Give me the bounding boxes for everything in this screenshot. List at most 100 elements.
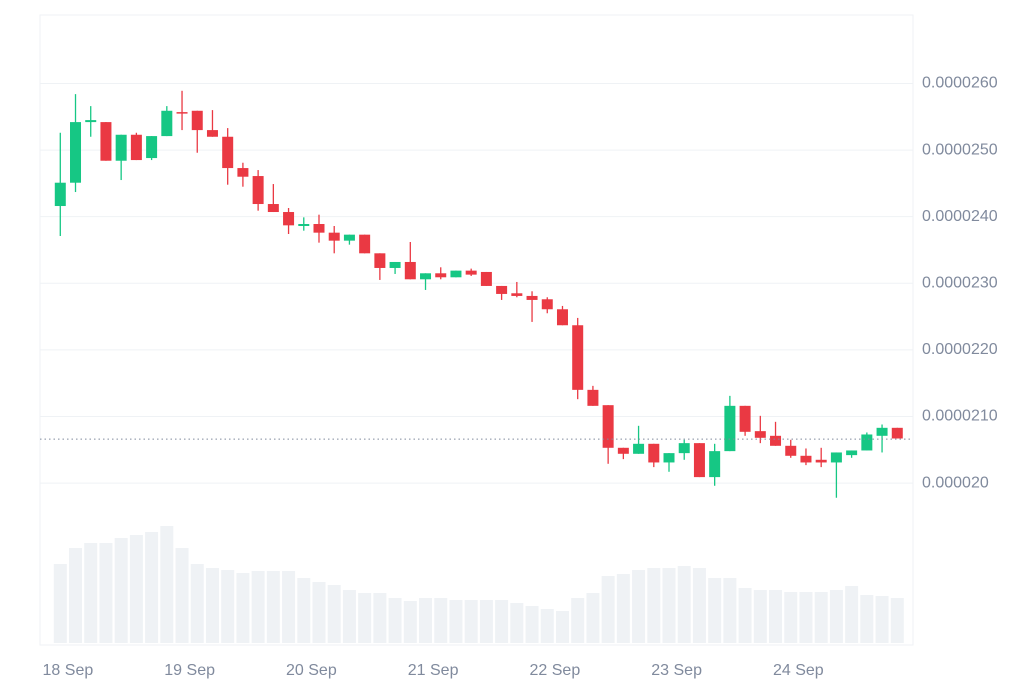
volume-bar (769, 590, 783, 643)
candle-body (496, 285, 508, 294)
candle-body (313, 224, 325, 233)
candle-body (556, 309, 568, 326)
plot-frame (39, 14, 914, 646)
candle-body (328, 232, 340, 241)
volume-bar (586, 593, 600, 643)
volume-bar (845, 586, 859, 643)
candle-body (891, 427, 903, 439)
y-tick-label: 0.0000230 (922, 275, 998, 292)
candle-body (465, 270, 477, 275)
candle-body (191, 110, 203, 131)
volume-bar (677, 566, 691, 643)
candle-body (861, 434, 873, 451)
candle-body (161, 110, 173, 137)
candle-body (450, 270, 462, 278)
volume-bar (708, 578, 722, 643)
candle-body (617, 447, 629, 454)
volume-bar (571, 598, 585, 643)
candle-body (785, 445, 797, 456)
volume-bar (114, 538, 128, 643)
volume-bar (738, 588, 752, 643)
volume-bar (282, 571, 296, 643)
candle-body (693, 443, 705, 478)
candle-body (252, 176, 264, 205)
volume-bar (327, 585, 341, 643)
candle-body (648, 443, 660, 463)
candle-body (420, 273, 432, 280)
volume-bar (647, 568, 661, 643)
candle-body (115, 134, 127, 161)
candle-body (846, 450, 858, 456)
candle-body (222, 136, 234, 169)
candle-body (770, 435, 782, 446)
volume-bar (632, 570, 646, 643)
y-tick-label: 0.0000250 (922, 141, 998, 158)
candle-body (572, 325, 584, 390)
x-tick-label: 23 Sep (651, 662, 702, 679)
x-tick-label: 18 Sep (43, 662, 94, 679)
y-tick-label: 0.000020 (922, 474, 989, 491)
volume-bar (99, 543, 113, 643)
volume-bar (784, 592, 798, 643)
candle-body (876, 427, 888, 436)
volume-bar (312, 582, 326, 643)
volume-bar (84, 543, 98, 643)
volume-bar (53, 564, 67, 643)
volume-bar (434, 598, 448, 643)
volume-bar (495, 600, 509, 643)
volume-bar (205, 568, 219, 643)
candle-body (800, 455, 812, 463)
volume-bar (373, 593, 387, 643)
y-tick-label: 0.0000210 (922, 408, 998, 425)
volume-bar (419, 598, 433, 643)
x-tick-label: 24 Sep (773, 662, 824, 679)
volume-bar (799, 592, 813, 643)
candle-body (526, 295, 538, 300)
candle-body (754, 431, 766, 438)
candle-body (146, 136, 158, 159)
candle-body (815, 459, 827, 463)
volume-bar (525, 606, 539, 643)
volume-bar (555, 611, 569, 643)
x-tick-label: 22 Sep (530, 662, 581, 679)
volume-bar (449, 600, 463, 643)
candle-body (359, 234, 371, 254)
x-tick-label: 20 Sep (286, 662, 337, 679)
y-tick-label: 0.0000220 (922, 341, 998, 358)
candle-body (237, 168, 249, 177)
candle-body (176, 112, 188, 114)
volume-bar (829, 590, 843, 643)
volume-bar (601, 576, 615, 643)
volume-bar (266, 571, 280, 643)
volume-bar (753, 590, 767, 643)
candle-body (54, 182, 66, 207)
volume-bar (510, 603, 524, 643)
volume-bar (236, 573, 250, 643)
candle-body (678, 443, 690, 454)
y-tick-label: 0.0000240 (922, 208, 998, 225)
volume-bar (297, 578, 311, 643)
volume-bar (388, 598, 402, 643)
candle-body (739, 405, 751, 432)
candle-body (404, 261, 416, 280)
volume-bar (692, 568, 706, 643)
volume-bar (860, 595, 874, 643)
candle-body (480, 271, 492, 286)
candle-body (830, 452, 842, 463)
volume-bar (251, 571, 265, 643)
volume-bar (662, 568, 676, 643)
candle-body (663, 453, 675, 463)
volume-bar (342, 590, 356, 643)
volume-bar (145, 532, 159, 643)
candle-body (298, 224, 310, 227)
volume-bar (479, 600, 493, 643)
volume-bar (221, 570, 235, 643)
volume-bar (190, 564, 204, 643)
volume-bar (403, 601, 417, 643)
candle-body (541, 299, 553, 310)
candle-body (100, 122, 112, 161)
x-tick-label: 21 Sep (408, 662, 459, 679)
